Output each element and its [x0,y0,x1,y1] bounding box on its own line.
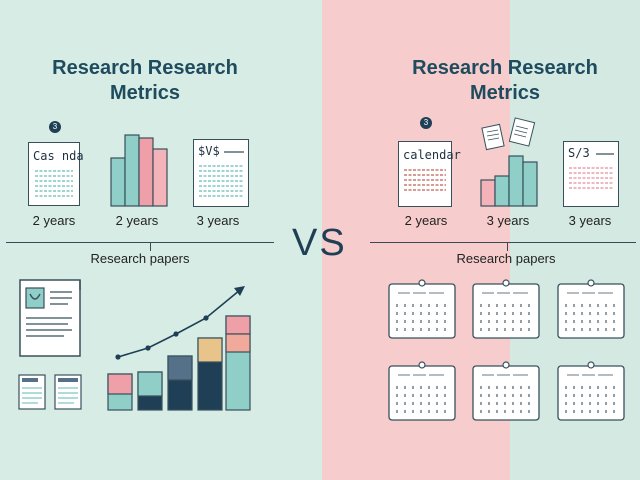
right-sheet-lines [569,153,614,189]
calendar-sheet-3 [557,279,625,339]
left-section-label: Research papers [90,251,190,266]
right-sheet-text: S/3 [568,146,590,160]
right-card-text: calendar [403,148,461,162]
right-divider [370,242,636,243]
left-sheet-lines [199,151,244,197]
left-divider [6,242,274,243]
right-calendar-card: calendar [398,141,461,207]
left-sheet-text: $V$ [198,144,220,158]
left-document-icon [19,279,81,357]
calendar-sheet-2 [472,279,540,339]
left-duration-1: 2 years [32,213,76,228]
versus-label: VS [292,222,347,264]
calendar-sheet-5 [472,361,540,421]
left-calendar-card: Cas nda [28,142,84,206]
right-section-label: Research papers [456,251,556,266]
left-title: Research Research Metrics [52,57,238,104]
right-card-lines [404,169,446,191]
left-card-text: Cas nda [33,149,84,163]
right-duration-3: 3 years [568,213,612,228]
left-divider-tick [150,242,151,251]
calendar-sheet-1 [388,279,456,339]
left-card-lines [35,170,73,197]
right-badge: 3 [420,117,432,129]
left-duration-3: 3 years [196,213,240,228]
left-small-doc-2 [54,374,82,410]
right-duration-2: 3 years [486,213,530,228]
left-small-doc-1 [18,374,46,410]
right-duration-1: 2 years [404,213,448,228]
calendar-sheet-6 [557,361,625,421]
calendar-sheet-4 [388,361,456,421]
right-title: Research Research Metrics [412,57,598,104]
right-sheet-card: S/3 [563,141,619,207]
left-sheet-card: $V$ [193,139,249,207]
right-divider-tick [507,242,508,251]
left-duration-2: 2 years [115,213,159,228]
left-growth-chart [107,286,251,411]
right-bar-icon [480,117,538,207]
left-bar-icon [110,134,168,207]
left-badge: 3 [49,121,61,133]
